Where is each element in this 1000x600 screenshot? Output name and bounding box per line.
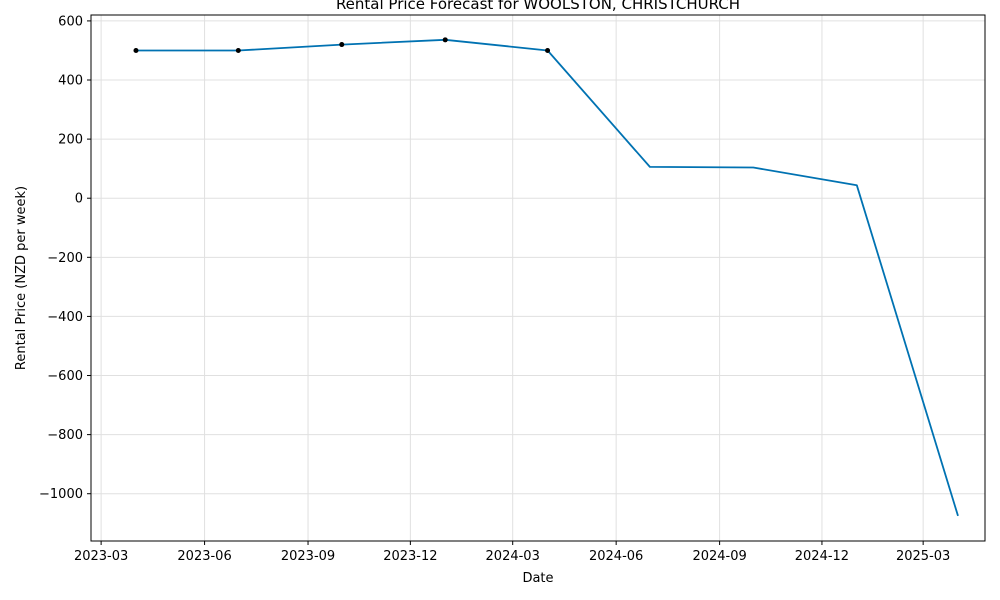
grid-lines (91, 15, 985, 541)
x-tick-label: 2024-06 (589, 549, 643, 564)
y-axis-label: Rental Price (NZD per week) (14, 186, 29, 370)
observed-data-point (339, 42, 345, 48)
y-tick-label: −400 (47, 310, 83, 325)
y-tick-label: 400 (58, 74, 83, 89)
x-tick-label: 2024-09 (692, 549, 746, 564)
y-tick-label: 600 (58, 14, 83, 29)
y-tick-label: −800 (47, 428, 83, 443)
y-tick-label: −200 (47, 251, 83, 266)
x-tick-label: 2023-12 (383, 549, 437, 564)
y-tick-label: −600 (47, 369, 83, 384)
observed-data-point (133, 47, 139, 53)
x-tick-label: 2023-03 (74, 549, 128, 564)
x-tick-label: 2023-06 (177, 549, 231, 564)
observed-data-point (235, 47, 241, 53)
y-tick-label: 0 (75, 192, 83, 207)
x-axis-label: Date (522, 571, 553, 586)
observed-data-point (442, 37, 448, 43)
axis-ticks: 2023-03 2023-06 2023-09 2023-12 2024-03 2024-… (39, 14, 950, 564)
y-tick-label: −1000 (39, 487, 83, 502)
x-tick-label: 2024-03 (486, 549, 540, 564)
x-tick-label: 2024-12 (795, 549, 849, 564)
x-tick-label: 2023-09 (281, 549, 335, 564)
x-tick-label: 2025-03 (896, 549, 950, 564)
plot-series (133, 37, 959, 517)
forecast-series-line (136, 38, 959, 517)
observed-data-point (545, 47, 551, 53)
plot-frame (90, 14, 986, 542)
chart-title: Rental Price Forecast for WOOLSTON, CHRI… (336, 0, 740, 13)
y-tick-label: 200 (58, 133, 83, 148)
